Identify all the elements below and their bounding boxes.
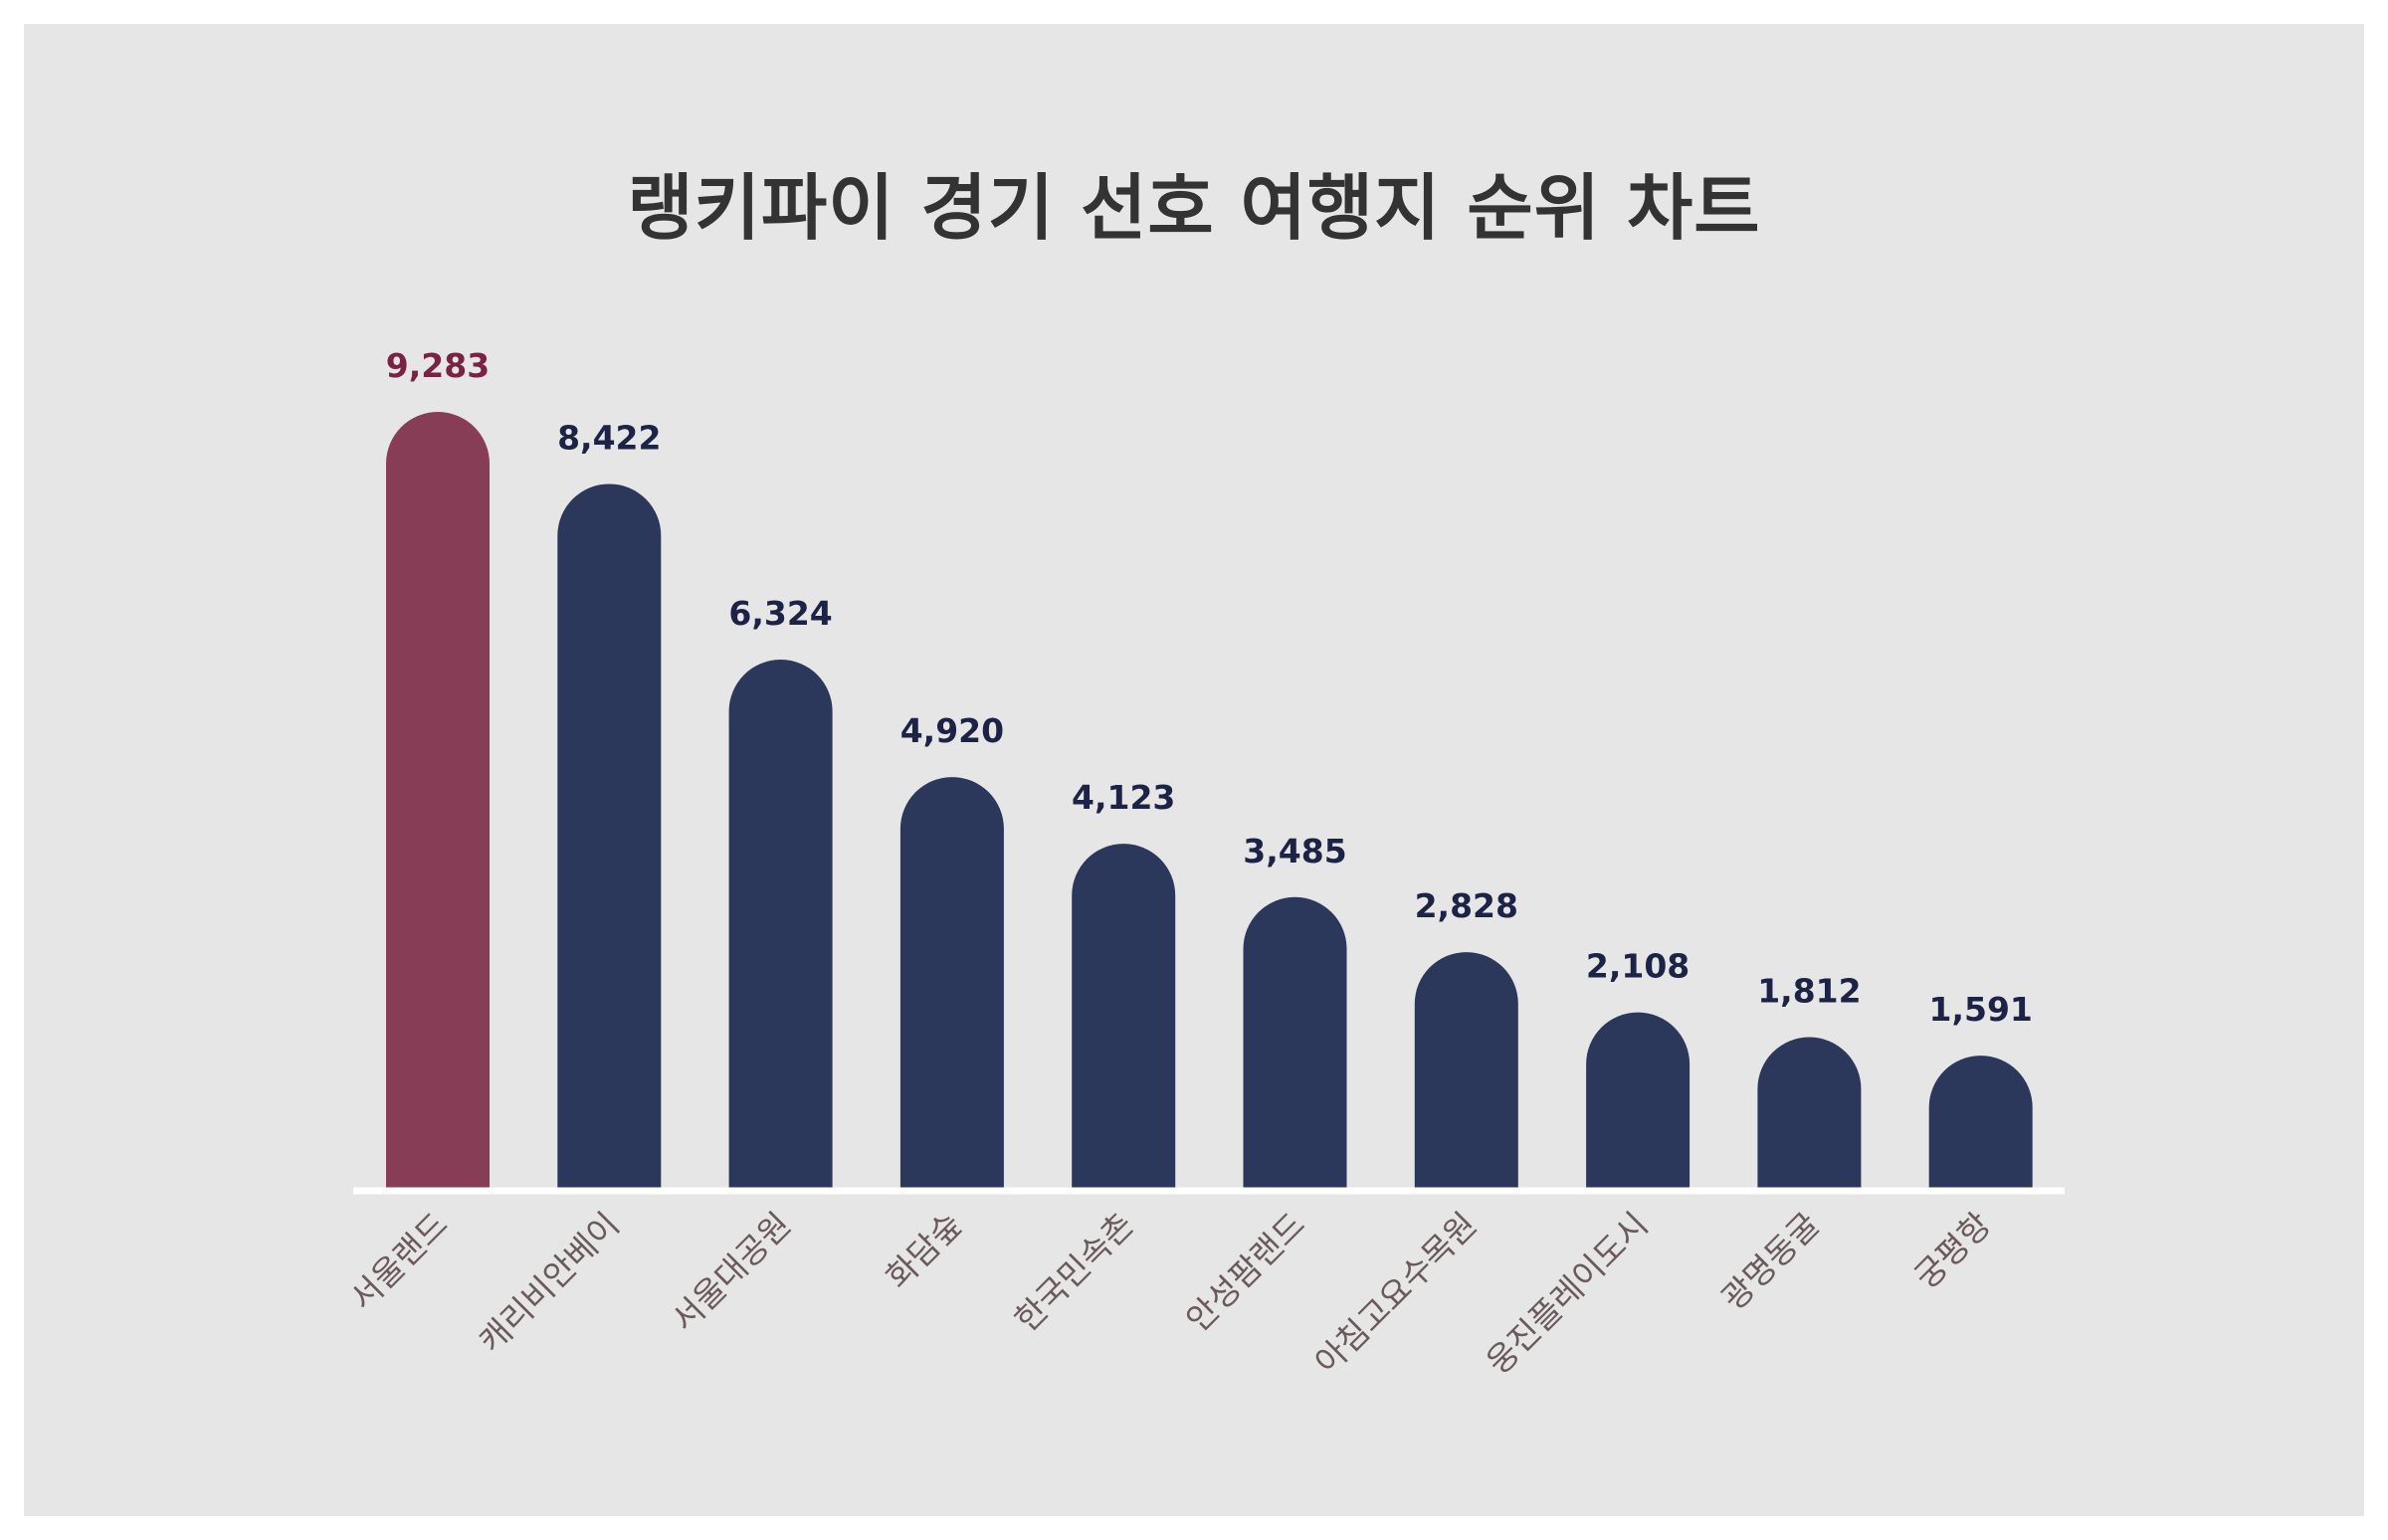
value-label-4: 4,920 bbox=[900, 711, 1004, 750]
bar-1 bbox=[386, 412, 490, 1189]
category-labels-group: 서울랜드 캐리비안베이 서울대공원 화담숲 한국민속촌 안성팜랜드아침고요수목원웅진플레이… bbox=[342, 1205, 1998, 1382]
category-label-8: 웅진플레이도시 bbox=[1479, 1205, 1656, 1382]
bar-9 bbox=[1757, 1037, 1862, 1189]
value-label-9: 1,812 bbox=[1757, 972, 1861, 1011]
bar-5 bbox=[1072, 844, 1176, 1189]
value-label-2: 8,422 bbox=[557, 418, 661, 457]
bars-group bbox=[386, 412, 2033, 1189]
value-label-3: 6,324 bbox=[728, 594, 832, 633]
bar-3 bbox=[728, 659, 833, 1189]
value-label-10: 1,591 bbox=[1929, 990, 2033, 1029]
category-label-4: 화담숲 bbox=[879, 1205, 970, 1296]
bar-10 bbox=[1928, 1056, 2033, 1189]
category-label-6: 안성팜랜드 bbox=[1178, 1205, 1312, 1339]
bar-4 bbox=[899, 777, 1004, 1189]
value-label-6: 3,485 bbox=[1243, 832, 1346, 870]
value-label-7: 2,828 bbox=[1415, 886, 1518, 925]
category-label-10: 궁평항 bbox=[1906, 1205, 1998, 1296]
category-label-5: 한국민속촌 bbox=[1007, 1205, 1141, 1339]
bar-2 bbox=[557, 483, 662, 1189]
category-label-2: 캐리비안베이 bbox=[472, 1205, 627, 1360]
chart-title: 랭키파이 경기 선호 여행지 순위 차트 bbox=[627, 166, 1761, 250]
bar-6 bbox=[1243, 896, 1347, 1189]
value-labels-group: 9,283 8,422 6,324 4,920 4,123 3,485 2,828 2,108… bbox=[386, 346, 2033, 1029]
value-label-8: 2,108 bbox=[1586, 947, 1690, 986]
bar-8 bbox=[1586, 1012, 1691, 1189]
value-label-5: 4,123 bbox=[1072, 778, 1175, 817]
bar-7 bbox=[1414, 952, 1518, 1189]
category-label-7: 아침고요수목원 bbox=[1307, 1205, 1485, 1382]
category-label-1: 서울랜드 bbox=[342, 1205, 455, 1317]
category-label-9: 광명동굴 bbox=[1714, 1205, 1827, 1317]
category-label-3: 서울대공원 bbox=[664, 1205, 798, 1339]
value-label-1: 9,283 bbox=[386, 346, 490, 385]
